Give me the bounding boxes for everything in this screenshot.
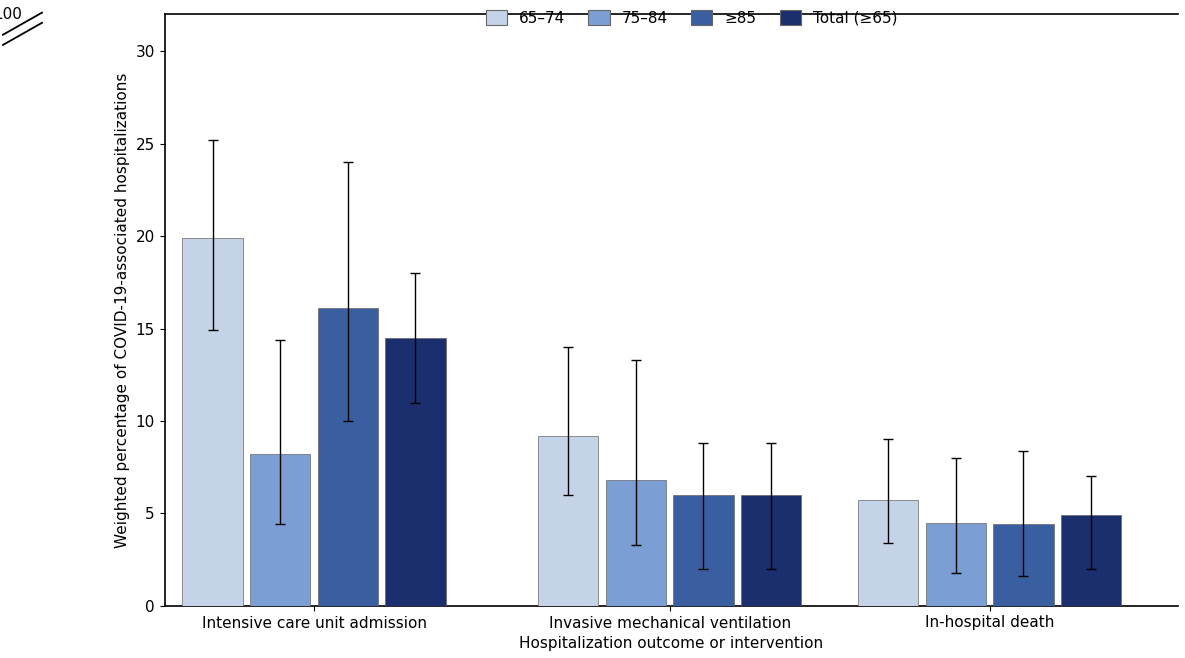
Bar [673, 495, 734, 606]
Bar [858, 501, 918, 606]
Text: 100: 100 [0, 7, 23, 22]
Bar [182, 238, 243, 606]
X-axis label: Hospitalization outcome or intervention: Hospitalization outcome or intervention [519, 636, 824, 651]
Bar [318, 308, 378, 606]
Bar [606, 480, 666, 606]
Bar [250, 454, 310, 606]
Bar [741, 495, 801, 606]
Bar [385, 338, 446, 606]
Bar [925, 522, 986, 606]
Bar [993, 524, 1053, 606]
Y-axis label: Weighted percentage of COVID-19-associated hospitalizations: Weighted percentage of COVID-19-associat… [115, 72, 130, 548]
Bar [1061, 515, 1121, 606]
Bar [538, 436, 598, 606]
Legend: 65–74, 75–84, ≥85, Total (≥65): 65–74, 75–84, ≥85, Total (≥65) [486, 11, 898, 26]
